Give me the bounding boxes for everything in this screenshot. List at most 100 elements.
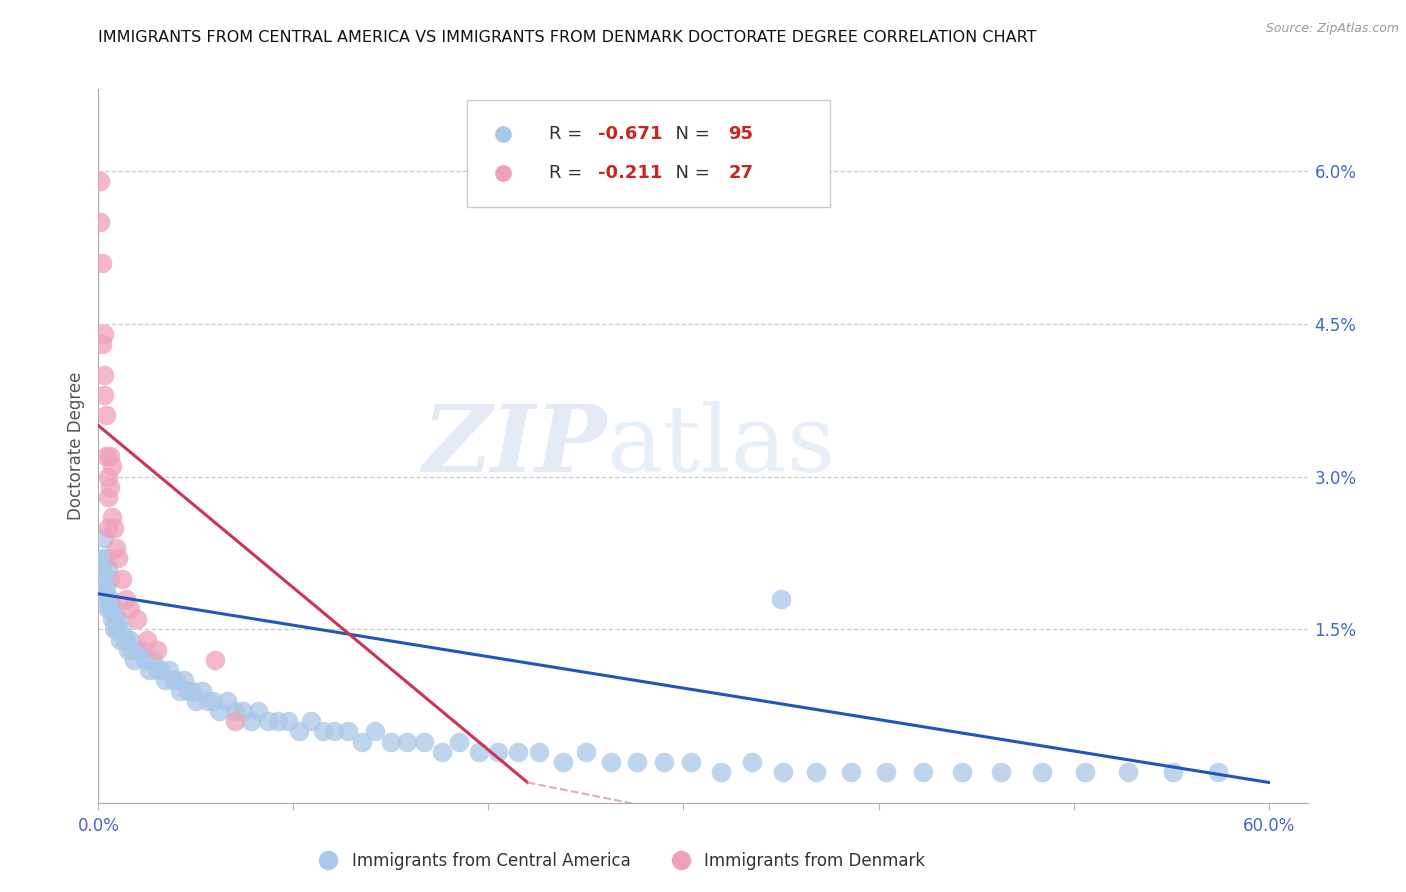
Point — [299, 714, 322, 729]
Point — [1206, 765, 1229, 780]
Point — [103, 602, 125, 616]
Point — [839, 765, 862, 780]
FancyBboxPatch shape — [467, 100, 830, 207]
Point — [136, 632, 159, 647]
Point — [486, 745, 509, 759]
Point — [323, 724, 346, 739]
Text: N =: N = — [664, 164, 716, 182]
Point — [337, 724, 360, 739]
Point — [232, 704, 254, 718]
Text: -0.671: -0.671 — [598, 125, 662, 143]
Point — [111, 572, 134, 586]
Point — [98, 591, 121, 606]
Point — [103, 623, 125, 637]
Y-axis label: Doctorate Degree: Doctorate Degree — [66, 372, 84, 520]
Point — [153, 673, 176, 688]
Point — [1031, 765, 1053, 780]
Point — [224, 714, 246, 729]
Point — [467, 745, 489, 759]
Point — [93, 388, 115, 402]
Point — [104, 541, 127, 555]
Point — [527, 745, 550, 759]
Point — [93, 326, 115, 341]
Text: 27: 27 — [728, 164, 754, 182]
Point — [681, 755, 703, 769]
Point — [93, 591, 115, 606]
Point — [97, 602, 120, 616]
Text: N =: N = — [664, 125, 716, 143]
Point — [98, 572, 121, 586]
Point — [121, 643, 143, 657]
Point — [709, 765, 731, 780]
Point — [257, 714, 280, 729]
Point — [804, 765, 827, 780]
Point — [93, 368, 115, 382]
Point — [181, 683, 204, 698]
Point — [101, 510, 124, 524]
Point — [146, 663, 169, 677]
Point — [191, 683, 214, 698]
Point — [506, 745, 529, 759]
Point — [97, 591, 120, 606]
Point — [91, 582, 114, 596]
Point — [413, 734, 436, 748]
Point — [224, 704, 246, 718]
Point — [247, 704, 270, 718]
Point — [101, 612, 124, 626]
Point — [380, 734, 402, 748]
Point — [239, 714, 262, 729]
Point — [1116, 765, 1139, 780]
Point — [157, 663, 180, 677]
Point — [138, 663, 160, 677]
Text: atlas: atlas — [606, 401, 835, 491]
Text: IMMIGRANTS FROM CENTRAL AMERICA VS IMMIGRANTS FROM DENMARK DOCTORATE DEGREE CORR: IMMIGRANTS FROM CENTRAL AMERICA VS IMMIG… — [98, 29, 1036, 45]
Point — [165, 673, 187, 688]
Point — [114, 632, 136, 647]
Point — [277, 714, 299, 729]
Point — [177, 683, 200, 698]
Point — [131, 643, 153, 657]
Point — [98, 480, 121, 494]
Point — [395, 734, 418, 748]
Point — [104, 612, 127, 626]
Point — [173, 673, 195, 688]
Point — [312, 724, 335, 739]
Point — [1161, 765, 1184, 780]
Point — [142, 653, 165, 667]
Point — [97, 469, 120, 483]
Point — [117, 643, 139, 657]
Point — [107, 623, 129, 637]
Point — [430, 745, 453, 759]
Point — [600, 755, 623, 769]
Text: -0.211: -0.211 — [598, 164, 662, 182]
Point — [101, 459, 124, 474]
Point — [93, 572, 115, 586]
Point — [96, 409, 118, 423]
Point — [202, 694, 225, 708]
Point — [96, 551, 118, 566]
Point — [96, 582, 118, 596]
Point — [1074, 765, 1097, 780]
Text: R =: R = — [550, 125, 589, 143]
Point — [122, 653, 145, 667]
Point — [149, 663, 172, 677]
Point — [91, 337, 114, 351]
Point — [91, 255, 114, 269]
Text: ZIP: ZIP — [422, 401, 606, 491]
Point — [98, 449, 121, 463]
Point — [98, 602, 121, 616]
Legend: Immigrants from Central America, Immigrants from Denmark: Immigrants from Central America, Immigra… — [305, 846, 932, 877]
Point — [350, 734, 373, 748]
Point — [652, 755, 675, 769]
Point — [91, 561, 114, 575]
Point — [772, 765, 794, 780]
Point — [93, 531, 115, 545]
Point — [97, 520, 120, 534]
Point — [101, 602, 124, 616]
Point — [107, 551, 129, 566]
Point — [626, 755, 648, 769]
Point — [875, 765, 897, 780]
Point — [364, 724, 387, 739]
Point — [114, 591, 136, 606]
Point — [217, 694, 239, 708]
